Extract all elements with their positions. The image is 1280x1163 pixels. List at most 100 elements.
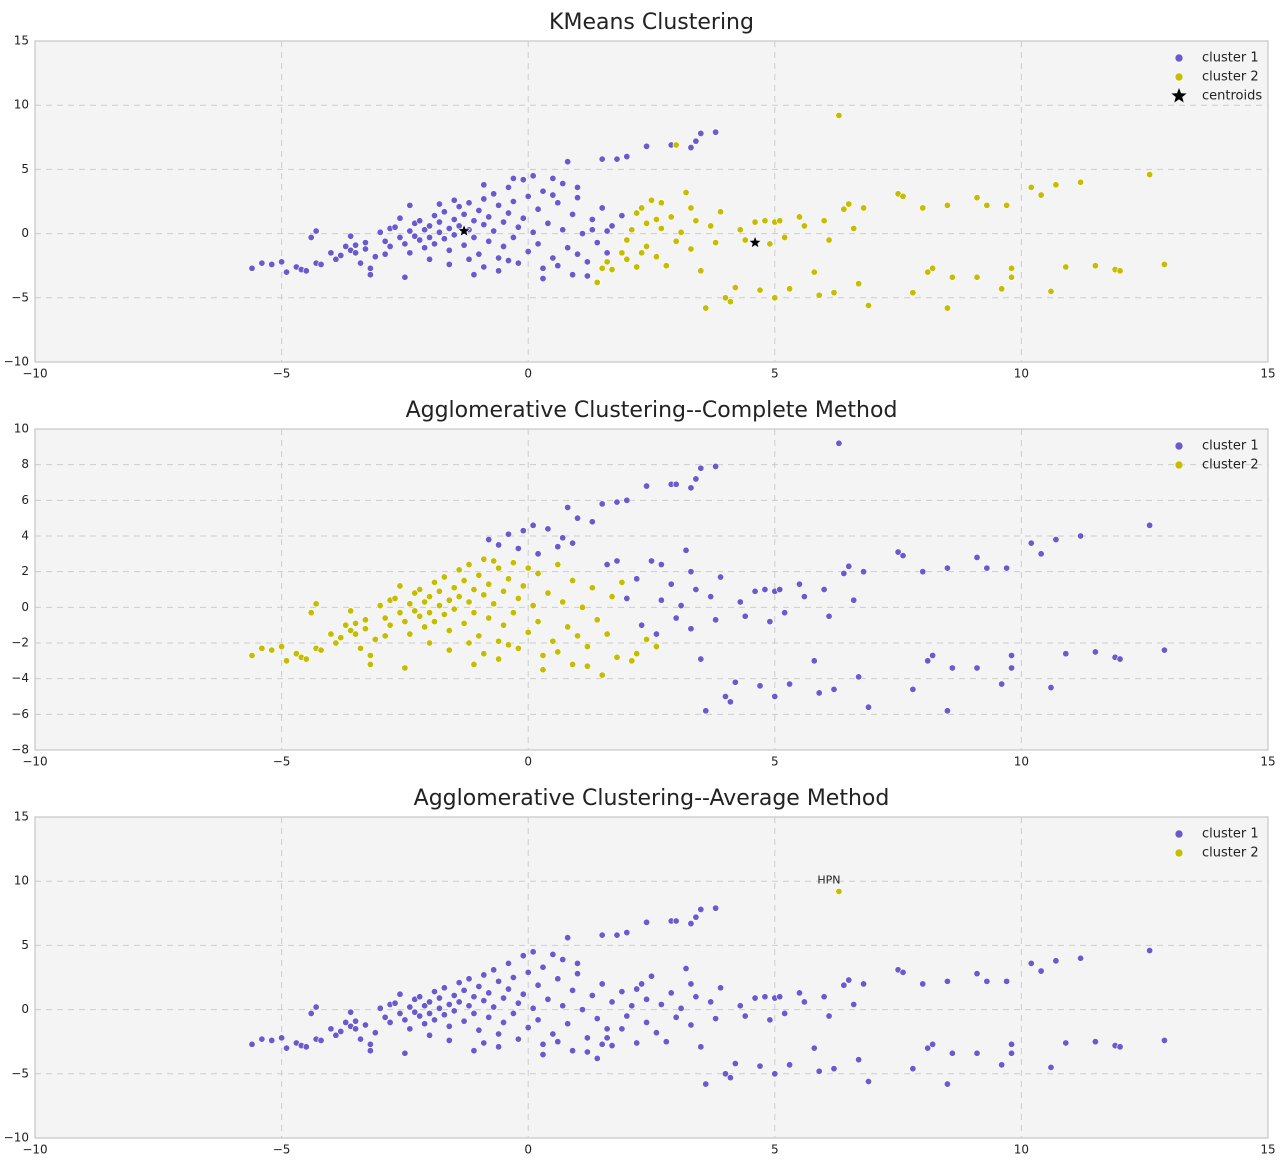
data-point: [455, 979, 463, 987]
data-point: [652, 1029, 660, 1037]
data-point: [411, 1008, 419, 1016]
data-point: [421, 598, 429, 606]
legend-star-icon: [1171, 88, 1187, 103]
data-point: [490, 227, 498, 235]
data-point: [470, 993, 478, 1001]
data-point: [598, 264, 606, 272]
series-cluster-1: [485, 439, 1168, 715]
data-point: [647, 972, 655, 980]
data-point: [865, 703, 873, 711]
data-point: [534, 981, 542, 989]
data-point: [574, 970, 582, 978]
data-point: [435, 602, 443, 610]
data-point: [312, 1003, 320, 1011]
data-point: [381, 250, 389, 258]
y-tick-label: 15: [14, 810, 29, 824]
data-point: [712, 1015, 720, 1023]
data-point: [865, 1078, 873, 1086]
data-point: [574, 183, 582, 191]
data-point: [717, 984, 725, 992]
data-point: [440, 573, 448, 581]
data-point: [337, 1027, 345, 1035]
data-point: [258, 1035, 266, 1043]
data-point: [657, 561, 665, 569]
data-point: [411, 607, 419, 615]
data-point: [357, 644, 365, 652]
data-point: [721, 692, 729, 700]
data-point: [973, 553, 981, 561]
data-point: [421, 1002, 429, 1010]
data-point: [268, 1036, 276, 1044]
data-point: [574, 514, 582, 522]
data-point: [416, 612, 424, 620]
data-point: [327, 249, 335, 257]
data-point: [366, 1047, 374, 1055]
data-point: [574, 632, 582, 640]
data-point: [352, 1025, 360, 1033]
data-point: [608, 998, 616, 1006]
data-point: [465, 975, 473, 983]
data-point: [435, 218, 443, 226]
data-point: [554, 561, 562, 569]
data-point: [268, 646, 276, 654]
data-point: [1077, 532, 1085, 540]
data-point: [574, 250, 582, 258]
data-point: [697, 129, 705, 137]
data-point: [845, 976, 853, 984]
data-point: [1146, 947, 1154, 955]
data-point: [736, 1002, 744, 1010]
data-point: [761, 993, 769, 1001]
data-point: [598, 671, 606, 679]
data-point: [569, 577, 577, 585]
data-point: [983, 201, 991, 209]
data-point: [450, 991, 458, 999]
data-point: [352, 1017, 360, 1025]
data-point: [445, 1036, 453, 1044]
data-point: [588, 518, 596, 526]
data-point: [366, 1040, 374, 1048]
data-point: [445, 224, 453, 232]
data-point: [514, 644, 522, 652]
data-point: [327, 1025, 335, 1033]
data-point: [1037, 967, 1045, 975]
data-point: [307, 233, 315, 241]
data-point: [357, 259, 365, 267]
data-point: [919, 568, 927, 576]
data-point: [455, 998, 463, 1006]
data-point: [643, 242, 651, 250]
data-point: [524, 1024, 532, 1032]
data-point: [485, 580, 493, 588]
data-point: [460, 1017, 468, 1025]
data-point: [302, 1043, 310, 1051]
data-point: [430, 240, 438, 248]
data-point: [554, 975, 562, 983]
data-point: [524, 564, 532, 572]
data-point: [500, 218, 508, 226]
data-point: [593, 1054, 601, 1062]
data-point: [569, 1047, 577, 1055]
data-point: [697, 1043, 705, 1051]
data-point: [795, 580, 803, 588]
data-point: [697, 464, 705, 472]
data-point: [514, 259, 522, 267]
data-point: [943, 201, 951, 209]
data-point: [327, 630, 335, 638]
data-point: [855, 1056, 863, 1064]
x-tick-label: −5: [273, 367, 291, 381]
data-point: [608, 593, 616, 601]
data-point: [371, 253, 379, 261]
data-point: [559, 956, 567, 964]
data-point: [406, 1025, 414, 1033]
data-point: [751, 994, 759, 1002]
data-point: [544, 219, 552, 227]
data-point: [509, 973, 517, 981]
data-point: [583, 662, 591, 670]
data-point: [406, 227, 414, 235]
data-point: [1091, 262, 1099, 270]
data-point: [406, 249, 414, 257]
data-point: [539, 1040, 547, 1048]
data-point: [465, 561, 473, 569]
data-point: [450, 196, 458, 204]
data-point: [435, 200, 443, 208]
data-point: [564, 623, 572, 631]
